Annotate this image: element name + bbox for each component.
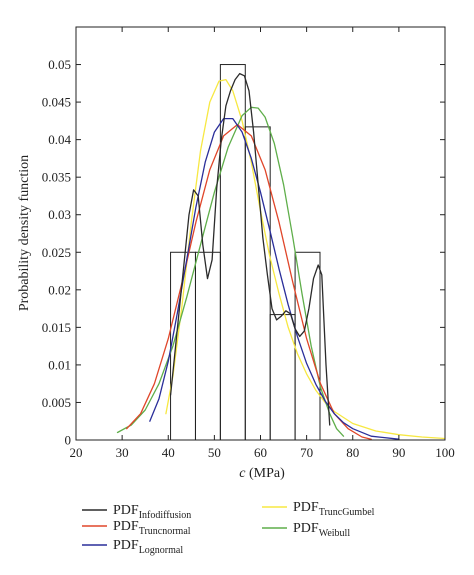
x-tick-label: 20 — [70, 445, 83, 460]
y-axis-title: Probability density function — [17, 155, 32, 311]
x-tick-label: 70 — [300, 445, 313, 460]
y-tick-label: 0.025 — [42, 245, 71, 260]
legend-label: PDFTruncGumbel — [293, 500, 375, 518]
legend: PDFInfodiffusionPDFTruncnormalPDFLognorm… — [82, 500, 375, 556]
y-axis: 0 0.005 0.01 0.015 0.02 0.025 0.03 0.035 0.04 0.0… — [42, 57, 445, 448]
legend-item-truncgumbel: PDFTruncGumbel — [262, 500, 375, 518]
y-tick-label: 0.05 — [48, 57, 71, 72]
x-tick-label: 30 — [116, 445, 129, 460]
histogram-bar — [269, 314, 296, 441]
plot-frame — [75, 26, 446, 441]
y-tick-label: 0.04 — [48, 132, 71, 147]
legend-item-truncnormal: PDFTruncnormal — [82, 519, 191, 537]
x-tick-label: 90 — [392, 445, 405, 460]
pdf-curves — [116, 72, 445, 440]
legend-item-lognormal: PDFLognormal — [82, 538, 183, 556]
x-tick-label: 50 — [208, 445, 221, 460]
y-tick-label: 0.015 — [42, 320, 71, 335]
y-tick-label: 0 — [65, 433, 72, 448]
series-line-truncnormal — [126, 123, 372, 440]
y-tick-label: 0.005 — [42, 395, 71, 410]
legend-item-weibull: PDFWeibull — [262, 521, 350, 539]
series-line-lognormal — [149, 117, 400, 440]
legend-item-infodiffusion: PDFInfodiffusion — [82, 503, 191, 521]
x-tick-label: 100 — [435, 445, 455, 460]
legend-label: PDFTruncnormal — [113, 519, 191, 537]
series-line-weibull — [116, 106, 345, 437]
x-axis-title: c (MPa) — [239, 466, 285, 481]
x-tick-label: 60 — [254, 445, 267, 460]
y-tick-label: 0.02 — [48, 282, 71, 297]
legend-label: PDFWeibull — [293, 521, 350, 539]
histogram — [170, 64, 321, 441]
x-tick-label: 40 — [162, 445, 175, 460]
legend-label: PDFInfodiffusion — [113, 503, 191, 521]
legend-label: PDFLognormal — [113, 538, 183, 556]
y-tick-label: 0.045 — [42, 95, 71, 110]
x-tick-label: 80 — [346, 445, 359, 460]
x-axis: 20 30 40 50 60 70 80 90 100 — [70, 27, 455, 460]
y-tick-label: 0.01 — [48, 357, 71, 372]
y-tick-label: 0.035 — [42, 170, 71, 185]
series-line-infodiffusion — [169, 72, 331, 426]
series-line-truncgumbel — [165, 78, 445, 440]
y-tick-label: 0.03 — [48, 207, 71, 222]
histogram-bar — [294, 251, 321, 441]
histogram-bar — [194, 251, 221, 441]
